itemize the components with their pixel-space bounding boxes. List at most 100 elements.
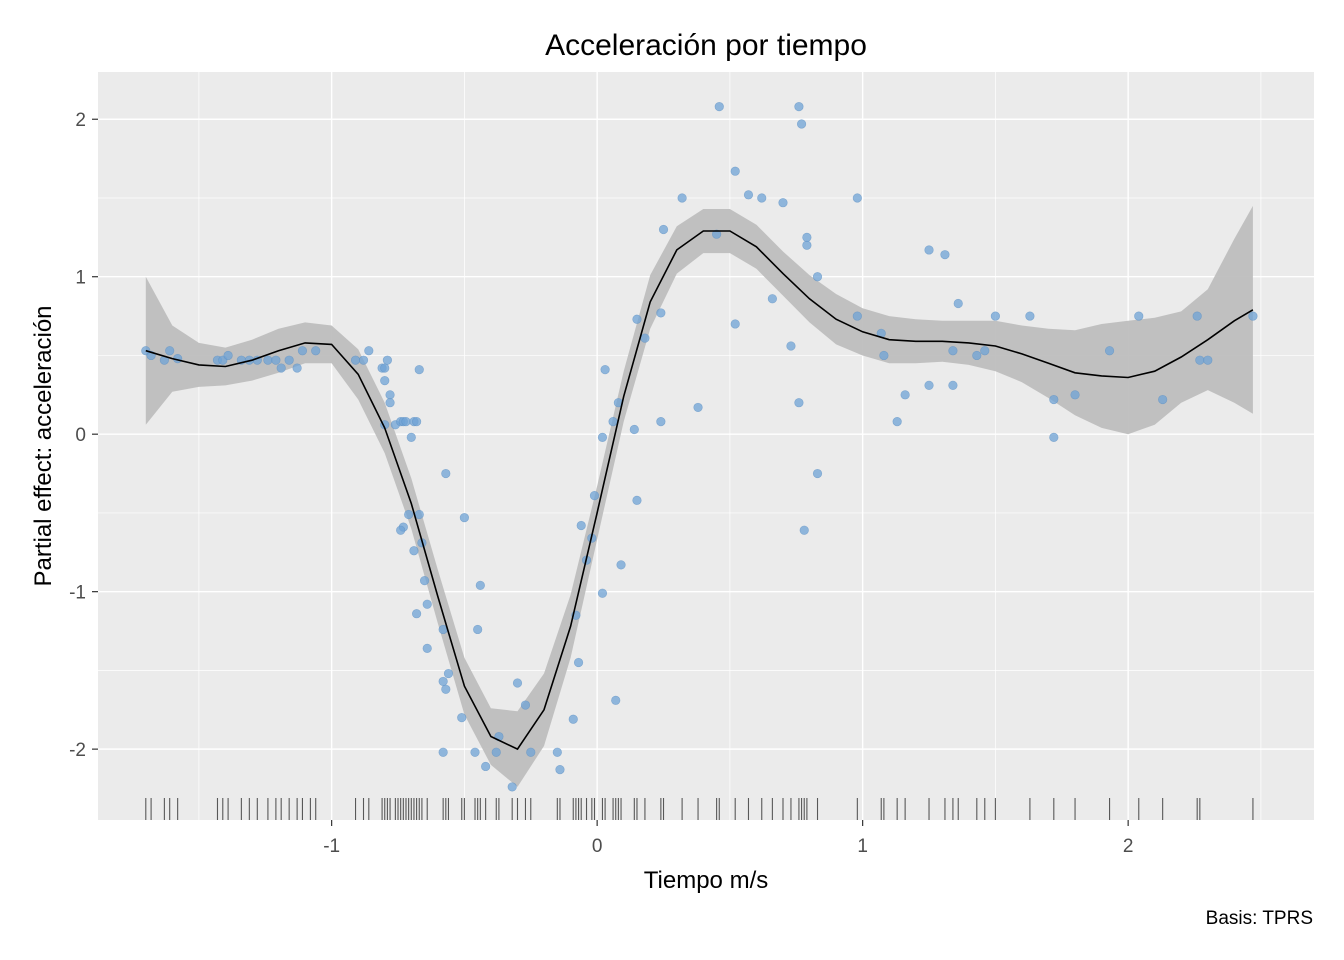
- data-point: [470, 747, 480, 757]
- data-point: [311, 346, 321, 356]
- data-point: [364, 346, 374, 356]
- data-point: [404, 509, 414, 520]
- data-point: [924, 380, 934, 390]
- data-point: [616, 560, 626, 570]
- data-point: [507, 782, 517, 792]
- x-tick-label: 1: [857, 836, 868, 857]
- y-tick-label: -1: [69, 583, 86, 604]
- data-point: [382, 355, 392, 365]
- y-tick-label: 2: [75, 110, 86, 131]
- data-point: [1070, 390, 1080, 400]
- data-point: [422, 599, 432, 609]
- data-point: [799, 525, 809, 535]
- data-point: [491, 747, 501, 757]
- data-point: [802, 232, 812, 242]
- data-point: [568, 714, 578, 724]
- data-point: [380, 363, 390, 373]
- rug-marks: [145, 798, 1254, 820]
- data-point: [812, 272, 823, 282]
- data-point: [414, 509, 424, 520]
- data-point: [948, 346, 958, 356]
- data-point: [358, 355, 369, 365]
- data-point: [396, 525, 406, 535]
- data-point: [640, 333, 650, 343]
- data-point: [576, 520, 586, 531]
- data-point: [419, 576, 430, 586]
- x-tick-label: 2: [1123, 836, 1134, 857]
- data-point: [730, 319, 740, 329]
- major-gridlines: [98, 72, 1314, 820]
- x-tick-label: -1: [323, 836, 340, 857]
- data-point: [714, 102, 724, 112]
- data-point: [632, 495, 642, 505]
- data-point: [223, 350, 233, 361]
- data-point: [414, 365, 424, 375]
- data-point: [693, 402, 703, 413]
- y-tick-label: 1: [75, 268, 86, 289]
- x-tick-label: 0: [592, 836, 603, 857]
- data-point: [552, 747, 562, 757]
- data-point: [438, 676, 448, 687]
- data-point: [597, 432, 608, 442]
- data-point: [165, 346, 175, 356]
- data-point: [473, 624, 483, 635]
- data-point: [953, 298, 963, 309]
- caption: Basis: TPRS: [1206, 908, 1313, 929]
- data-point: [385, 398, 395, 408]
- data-point: [972, 350, 982, 361]
- data-point: [589, 491, 600, 501]
- y-axis: -2 -1 0 1 2: [69, 110, 98, 761]
- data-point: [794, 102, 804, 112]
- data-point: [812, 468, 823, 479]
- data-point: [457, 713, 467, 723]
- data-point: [990, 311, 1000, 321]
- data-point: [677, 193, 687, 203]
- data-point: [608, 416, 618, 427]
- data-point: [852, 311, 862, 321]
- data-point: [1192, 311, 1202, 321]
- data-point: [786, 341, 796, 351]
- data-point: [656, 416, 666, 427]
- data-point: [743, 190, 754, 200]
- data-point: [1025, 311, 1035, 321]
- data-point: [401, 416, 411, 427]
- data-point: [443, 668, 454, 679]
- y-tick-label: -2: [69, 740, 86, 761]
- data-point: [526, 747, 536, 757]
- data-point: [412, 609, 422, 619]
- data-point: [1203, 355, 1213, 365]
- data-point: [712, 229, 722, 239]
- plot-panel: [98, 72, 1314, 820]
- data-point: [297, 346, 308, 356]
- data-point: [600, 365, 610, 375]
- data-point: [658, 224, 669, 235]
- data-point: [385, 390, 395, 400]
- data-point: [924, 245, 934, 255]
- data-point: [778, 198, 788, 208]
- data-point: [441, 468, 451, 479]
- data-point: [276, 363, 286, 373]
- data-point: [412, 416, 422, 427]
- data-point: [757, 193, 767, 203]
- data-point: [597, 588, 608, 598]
- data-point: [1134, 311, 1144, 321]
- data-point: [481, 761, 491, 772]
- data-point: [656, 308, 666, 318]
- data-point: [350, 355, 361, 365]
- data-point: [520, 700, 531, 710]
- data-point: [555, 765, 565, 775]
- data-point: [475, 580, 485, 590]
- partial-residual-points: [141, 102, 1258, 792]
- chart-title: Acceleración por tiempo: [545, 29, 867, 62]
- data-point: [611, 695, 621, 705]
- data-point: [980, 346, 990, 356]
- y-axis-title: Partial effect: acceleración: [30, 305, 57, 586]
- x-axis-title: Tiempo m/s: [644, 867, 768, 894]
- data-point: [948, 380, 958, 390]
- data-point: [632, 314, 642, 324]
- data-point: [767, 294, 777, 304]
- data-point: [1049, 394, 1059, 405]
- data-point: [1248, 311, 1258, 321]
- data-point: [879, 350, 889, 361]
